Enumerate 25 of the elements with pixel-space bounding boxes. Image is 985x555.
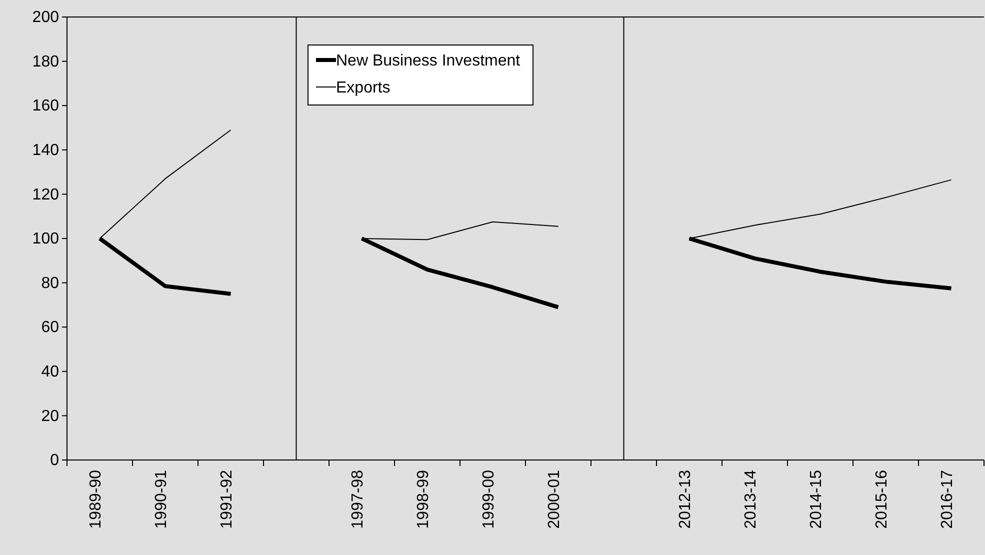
x-tick-label: 2014-15 (808, 470, 825, 529)
y-tick-label: 160 (32, 98, 60, 115)
x-tick-label: 2012-13 (676, 470, 694, 529)
x-tick-label: 1999-00 (480, 470, 498, 529)
y-tick-label: 20 (41, 408, 60, 425)
legend-label: New Business Investment (336, 52, 521, 70)
x-tick-label: 1989-90 (87, 470, 104, 529)
y-tick-label: 120 (32, 186, 60, 204)
y-tick-label: 140 (32, 142, 60, 160)
x-tick-label: 2015-16 (873, 470, 890, 529)
y-tick-label: 100 (32, 230, 60, 248)
y-tick-label: 180 (32, 53, 60, 70)
x-tick-label: 2016-17 (938, 470, 956, 529)
x-tick-label: 2013-14 (742, 470, 760, 529)
y-tick-label: 60 (41, 319, 60, 336)
x-tick-label: 1998-99 (414, 470, 432, 529)
x-tick-label: 1997-98 (349, 470, 366, 529)
y-tick-label: 200 (32, 9, 60, 26)
y-tick-label: 80 (41, 274, 60, 292)
x-tick-label: 1990-91 (152, 470, 170, 529)
x-tick-label: 1991-92 (218, 470, 236, 529)
x-tick-label: 2000-01 (546, 470, 563, 529)
y-tick-label: 0 (50, 452, 60, 470)
legend-label: Exports (336, 80, 390, 97)
y-tick-label: 40 (41, 364, 60, 381)
